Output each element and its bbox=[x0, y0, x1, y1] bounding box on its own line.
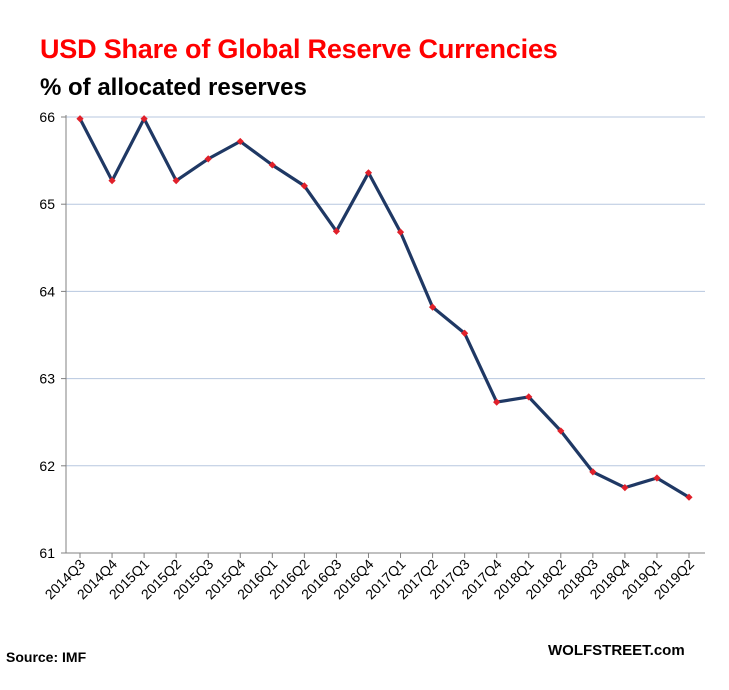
data-point-2015Q1 bbox=[140, 115, 148, 123]
y-tick-label: 64 bbox=[39, 283, 55, 299]
chart-subtitle: % of allocated reserves bbox=[40, 74, 307, 101]
data-point-2019Q2 bbox=[685, 493, 693, 501]
data-point-2018Q2 bbox=[557, 427, 565, 435]
y-tick-label: 62 bbox=[39, 458, 55, 474]
data-point-2017Q2 bbox=[428, 303, 437, 311]
data-point-2019Q1 bbox=[653, 474, 661, 482]
source-note: Source: IMF bbox=[6, 649, 87, 665]
data-point-2018Q3 bbox=[589, 468, 597, 476]
data-markers bbox=[76, 115, 693, 501]
y-tick-labels: 61 62 63 64 65 66 bbox=[39, 109, 55, 561]
series-line-0 bbox=[78, 117, 691, 499]
y-tick-label: 65 bbox=[39, 196, 55, 212]
series-lines bbox=[78, 117, 691, 499]
data-point-2017Q4 bbox=[493, 398, 501, 406]
y-tick-label: 66 bbox=[39, 109, 55, 125]
y-tick-label: 61 bbox=[39, 545, 55, 561]
x-tick-labels: 2014Q32014Q42015Q12015Q22015Q32015Q42016… bbox=[42, 556, 698, 603]
data-point-2018Q1 bbox=[525, 393, 533, 401]
data-point-2016Q3 bbox=[332, 227, 341, 235]
data-point-2015Q2 bbox=[172, 177, 180, 185]
gridlines bbox=[66, 116, 705, 467]
data-point-2016Q4 bbox=[364, 169, 373, 177]
y-tick-label: 63 bbox=[39, 371, 55, 387]
data-point-2014Q3 bbox=[76, 115, 84, 123]
data-point-2017Q1 bbox=[396, 228, 405, 236]
data-point-2015Q4 bbox=[236, 137, 244, 146]
data-point-2018Q4 bbox=[621, 484, 629, 492]
data-point-2014Q4 bbox=[108, 177, 116, 185]
chart-title: USD Share of Global Reserve Currencies bbox=[40, 34, 558, 64]
data-point-2016Q2 bbox=[300, 182, 308, 190]
axes bbox=[61, 115, 705, 558]
data-point-2017Q3 bbox=[461, 329, 469, 337]
brand-label: WOLFSTREET.com bbox=[548, 642, 685, 659]
data-point-2016Q1 bbox=[268, 161, 276, 169]
data-point-2015Q3 bbox=[204, 155, 212, 163]
